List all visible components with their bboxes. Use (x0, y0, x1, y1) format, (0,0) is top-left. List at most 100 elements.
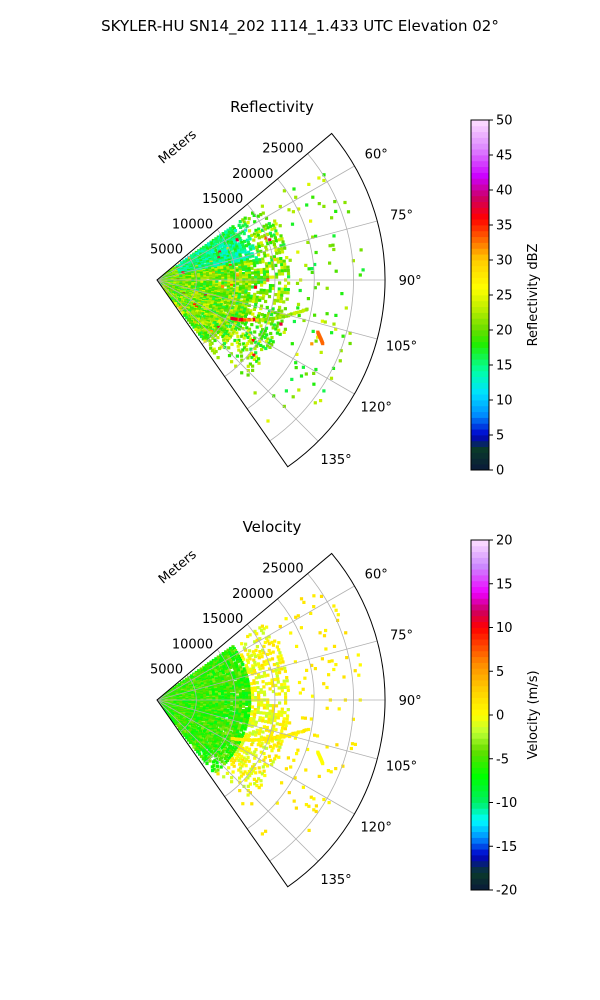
echo-cell (264, 216, 269, 220)
echo-cell (259, 779, 263, 783)
echo-cell (325, 706, 329, 710)
echo-cell (280, 263, 284, 267)
echo-cell (229, 689, 233, 693)
echo-cell (221, 232, 225, 236)
echo-cell (229, 255, 234, 260)
colorbar-segment (471, 178, 489, 185)
echo-cell (343, 200, 347, 205)
echo-cell (270, 681, 274, 685)
echo-cell (226, 267, 230, 272)
echo-cell (207, 752, 211, 756)
azimuth-tick-label: 135° (320, 873, 351, 888)
echo-cell (255, 638, 259, 642)
echo-cell (233, 704, 237, 708)
echo-cell (265, 289, 269, 293)
colorbar-segment (471, 790, 489, 798)
echo-cell (227, 354, 232, 358)
echo-cell (224, 280, 228, 284)
echo-cell (260, 318, 264, 322)
echo-cell (230, 677, 234, 681)
echo-cell (327, 659, 331, 664)
echo-cell (222, 338, 226, 342)
echo-cell (245, 326, 249, 330)
echo-cell (229, 239, 233, 243)
echo-cell (240, 713, 245, 717)
echo-cell (224, 700, 228, 704)
echo-cell (227, 283, 231, 287)
echo-cell (271, 286, 275, 291)
echo-cell (313, 286, 317, 290)
echo-cell (224, 695, 228, 699)
echo-cell (227, 693, 231, 697)
echo-cell (319, 594, 324, 598)
echo-cell (275, 324, 279, 328)
echo-cell (222, 715, 226, 719)
echo-cell (270, 310, 274, 314)
echo-cell (259, 688, 263, 692)
echo-cell (232, 673, 236, 677)
echo-cell (233, 276, 237, 280)
echo-cell (325, 286, 329, 290)
echo-cell (227, 273, 231, 277)
echo-cell (274, 754, 278, 758)
echo-cell (245, 224, 249, 228)
echo-cell (228, 226, 233, 231)
echo-cell (225, 305, 229, 309)
echo-cell (292, 187, 296, 191)
echo-cell (277, 748, 281, 752)
echo-cell (235, 245, 239, 249)
echo-cell (269, 241, 273, 245)
echo-cell (261, 648, 265, 652)
echo-cell (331, 243, 335, 247)
echo-cell (228, 324, 232, 328)
echo-cell (229, 269, 233, 273)
echo-cell (254, 696, 258, 700)
echo-cell (227, 694, 231, 699)
echo-cell (266, 737, 270, 741)
echo-cell (234, 320, 238, 324)
echo-cell (275, 744, 279, 748)
colorbar-segment (471, 184, 489, 191)
echo-cell (277, 738, 281, 742)
echo-cell (243, 718, 247, 722)
echo-cell (252, 353, 256, 357)
echo-cell (228, 244, 232, 248)
echo-cell (235, 302, 239, 306)
echo-cell (252, 307, 256, 311)
echo-cell (259, 330, 263, 334)
echo-cell (198, 719, 202, 724)
grid-ring (224, 623, 276, 797)
echo-cell (225, 684, 230, 688)
colorbar-tick-label: 45 (496, 149, 513, 164)
echo-cell (260, 738, 264, 742)
colorbar-segment (471, 172, 489, 179)
echo-cell (229, 722, 233, 726)
echo-cell (236, 704, 240, 708)
echo-cell (233, 274, 237, 278)
echo-cell (239, 299, 243, 303)
echo-cell (296, 250, 300, 254)
echo-cell (230, 692, 234, 697)
colorbar-tick-label: -10 (496, 796, 517, 811)
echo-cell (253, 756, 257, 760)
echo-cell (231, 655, 235, 659)
echo-cell (241, 733, 245, 737)
echo-cell (200, 282, 204, 286)
echo-cell (230, 280, 234, 284)
echo-cell (285, 297, 289, 301)
echo-cell (273, 718, 277, 722)
echo-cell (225, 243, 229, 247)
echo-cell (235, 650, 239, 655)
echo-cell (200, 317, 205, 321)
echo-cell (244, 732, 248, 736)
echo-cell (277, 713, 281, 717)
echo-cell (270, 640, 274, 644)
echo-cell (228, 755, 232, 759)
echo-cell (224, 314, 228, 319)
echo-cell (226, 287, 230, 291)
echo-cell (312, 371, 316, 375)
echo-cell (231, 734, 235, 738)
echo-cell (242, 720, 246, 724)
echo-cell (235, 724, 239, 728)
echo-cell (228, 680, 232, 684)
